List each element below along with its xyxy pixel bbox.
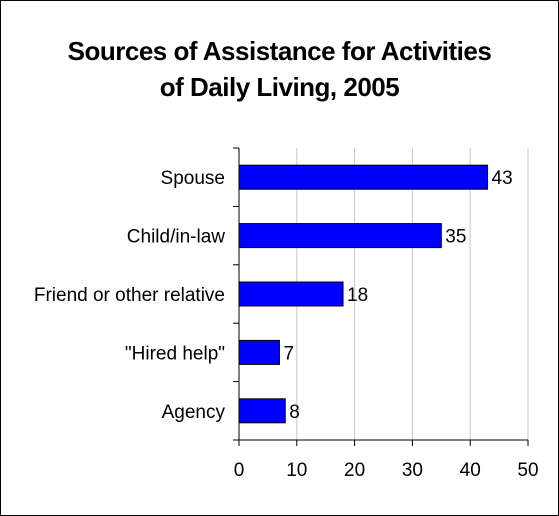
- category-label: Spouse: [161, 168, 225, 189]
- data-label: 35: [445, 227, 466, 248]
- data-label: 7: [283, 343, 294, 364]
- x-tick-label: 10: [286, 460, 307, 481]
- data-label: 18: [347, 285, 368, 306]
- x-tick-label: 20: [344, 460, 365, 481]
- data-label: 8: [289, 402, 300, 423]
- bar: [238, 164, 489, 190]
- chart-title: Sources of Assistance for Activities of …: [1, 33, 558, 105]
- x-tick-label: 0: [234, 460, 245, 481]
- bar: [238, 223, 442, 249]
- chart-title-line-2: of Daily Living, 2005: [159, 72, 400, 102]
- category-label: "Hired help": [125, 343, 225, 364]
- chart-title-line-1: Sources of Assistance for Activities: [67, 36, 492, 66]
- bar: [238, 339, 280, 365]
- data-label: 43: [492, 168, 513, 189]
- x-tick-label: 30: [402, 460, 423, 481]
- x-tick-label: 40: [460, 460, 481, 481]
- bar: [238, 281, 344, 307]
- bar: [238, 398, 286, 424]
- category-label: Friend or other relative: [34, 285, 225, 306]
- x-tick-label: 50: [517, 460, 538, 481]
- category-label: Agency: [162, 402, 226, 423]
- category-label: Child/in-law: [127, 227, 225, 248]
